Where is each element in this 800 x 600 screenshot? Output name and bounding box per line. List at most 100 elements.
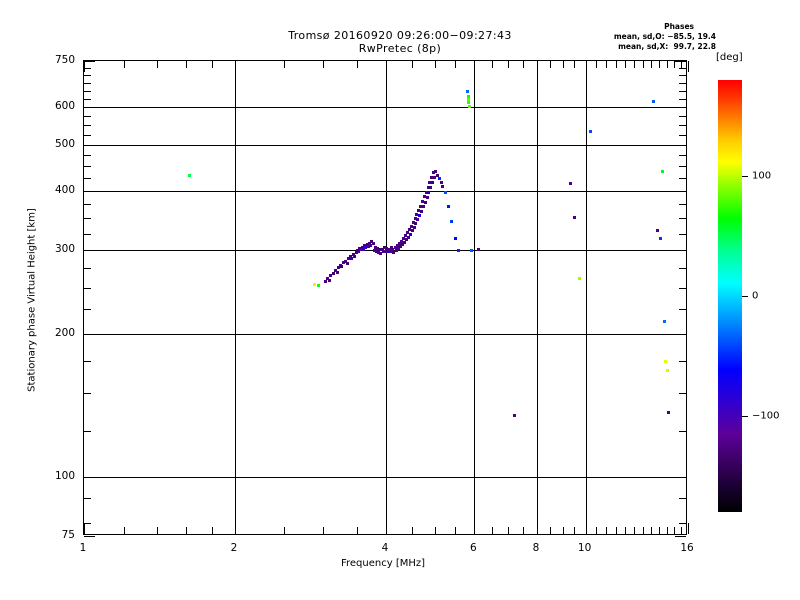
y-axis-tick-label: 200 <box>54 326 75 339</box>
y-axis-tick-minor <box>84 393 91 394</box>
data-point <box>359 248 363 252</box>
x-axis-tick-label: 8 <box>532 542 540 554</box>
data-point <box>656 229 660 233</box>
data-point <box>392 251 396 255</box>
data-point <box>396 246 400 250</box>
data-point <box>353 254 357 258</box>
y-axis-tick-label: 600 <box>54 100 75 113</box>
data-point <box>659 237 663 240</box>
data-point <box>383 250 387 254</box>
y-gridline <box>84 107 686 109</box>
data-point <box>394 249 398 253</box>
y-gridline <box>84 476 686 478</box>
data-point <box>347 257 351 261</box>
y-axis-tick-minor <box>84 233 91 235</box>
y-axis-tick-minor <box>679 498 686 500</box>
x-axis-tick-minor <box>356 527 358 534</box>
data-point <box>414 221 418 225</box>
data-point <box>453 237 457 240</box>
x-axis-tick-minor <box>650 527 652 534</box>
y-axis-tick-minor <box>679 124 686 126</box>
data-point <box>389 249 393 253</box>
x-axis-tick-minor <box>186 61 188 68</box>
x-axis-tick-minor <box>634 527 636 534</box>
data-point <box>421 205 425 209</box>
x-axis-tick-major <box>84 523 85 534</box>
y-axis-tick-major <box>675 107 686 109</box>
x-axis-tick-major <box>688 61 689 72</box>
y-axis-tick-major <box>84 536 95 537</box>
x-axis-tick-label: 6 <box>469 542 477 554</box>
data-point <box>413 217 417 221</box>
x-axis-tick-minor <box>411 527 413 534</box>
data-point <box>379 251 383 255</box>
data-point <box>395 243 399 247</box>
x-axis-tick-minor <box>596 527 598 534</box>
x-gridline <box>537 61 538 534</box>
y-axis-tick-minor <box>84 115 91 117</box>
y-gridline <box>84 144 686 146</box>
y-axis-tick-major <box>675 250 686 252</box>
x-axis-tick-minor <box>212 527 214 534</box>
x-axis-tick-minor <box>616 61 618 68</box>
data-point <box>378 247 382 251</box>
x-axis-tick-minor <box>507 527 509 534</box>
x-axis-tick-minor <box>434 527 436 534</box>
y-axis-tick-minor <box>679 178 686 180</box>
y-axis-tick-major <box>84 144 95 146</box>
data-point <box>467 101 471 105</box>
colorbar-tick-label: 0 <box>752 290 759 302</box>
data-point <box>343 259 347 263</box>
plot-title-secondary: RwPretec (8p) <box>358 42 442 55</box>
data-point <box>426 185 430 189</box>
y-axis-tick-minor <box>84 90 91 92</box>
data-point <box>422 195 426 199</box>
y-axis-tick-minor <box>679 361 686 363</box>
colorbar-gradient <box>718 80 742 512</box>
data-point <box>370 240 374 244</box>
x-axis-tick-major <box>235 523 236 534</box>
y-axis-tick-minor <box>679 267 686 269</box>
data-point <box>385 246 388 250</box>
x-axis-tick-major <box>474 61 476 72</box>
data-point <box>469 249 473 253</box>
data-point <box>407 228 411 232</box>
x-axis-tick-minor <box>455 61 457 68</box>
data-point <box>360 245 364 249</box>
data-point <box>662 319 666 323</box>
data-point <box>425 195 429 199</box>
y-axis-tick-minor <box>84 75 91 77</box>
x-gridline <box>585 61 587 534</box>
y-axis-tick-minor <box>84 267 91 269</box>
y-axis-tick-major <box>84 190 95 192</box>
data-point <box>588 129 592 133</box>
x-axis-tick-minor <box>123 527 125 534</box>
y-axis-tick-minor <box>679 393 686 394</box>
y-gridline <box>84 333 686 335</box>
x-axis-tick-major <box>688 523 689 534</box>
data-point <box>333 269 337 273</box>
data-point <box>420 209 424 213</box>
x-axis-tick-minor <box>550 61 552 68</box>
data-point <box>430 175 434 179</box>
y-axis-tick-label: 400 <box>54 183 75 196</box>
y-axis-tick-minor <box>679 309 686 311</box>
data-point <box>412 225 416 229</box>
y-axis-tick-minor <box>679 115 686 117</box>
data-point <box>661 170 664 173</box>
data-point <box>374 249 378 253</box>
data-point <box>368 241 372 245</box>
data-point <box>421 200 425 204</box>
colorbar-tick <box>742 296 748 297</box>
x-axis-tick-major <box>537 523 538 534</box>
data-point <box>432 176 436 180</box>
data-point <box>381 249 385 253</box>
y-axis-tick-minor <box>679 134 686 136</box>
x-axis-tick-label: 1 <box>79 542 87 554</box>
data-point <box>409 225 413 229</box>
data-point <box>429 186 433 190</box>
phases-annotation: Phases mean, sd,O: −85.5, 19.4 mean, sd,… <box>614 22 716 52</box>
y-axis-tick-minor <box>84 124 91 126</box>
data-point <box>423 200 427 204</box>
y-axis-tick-minor <box>679 233 686 235</box>
